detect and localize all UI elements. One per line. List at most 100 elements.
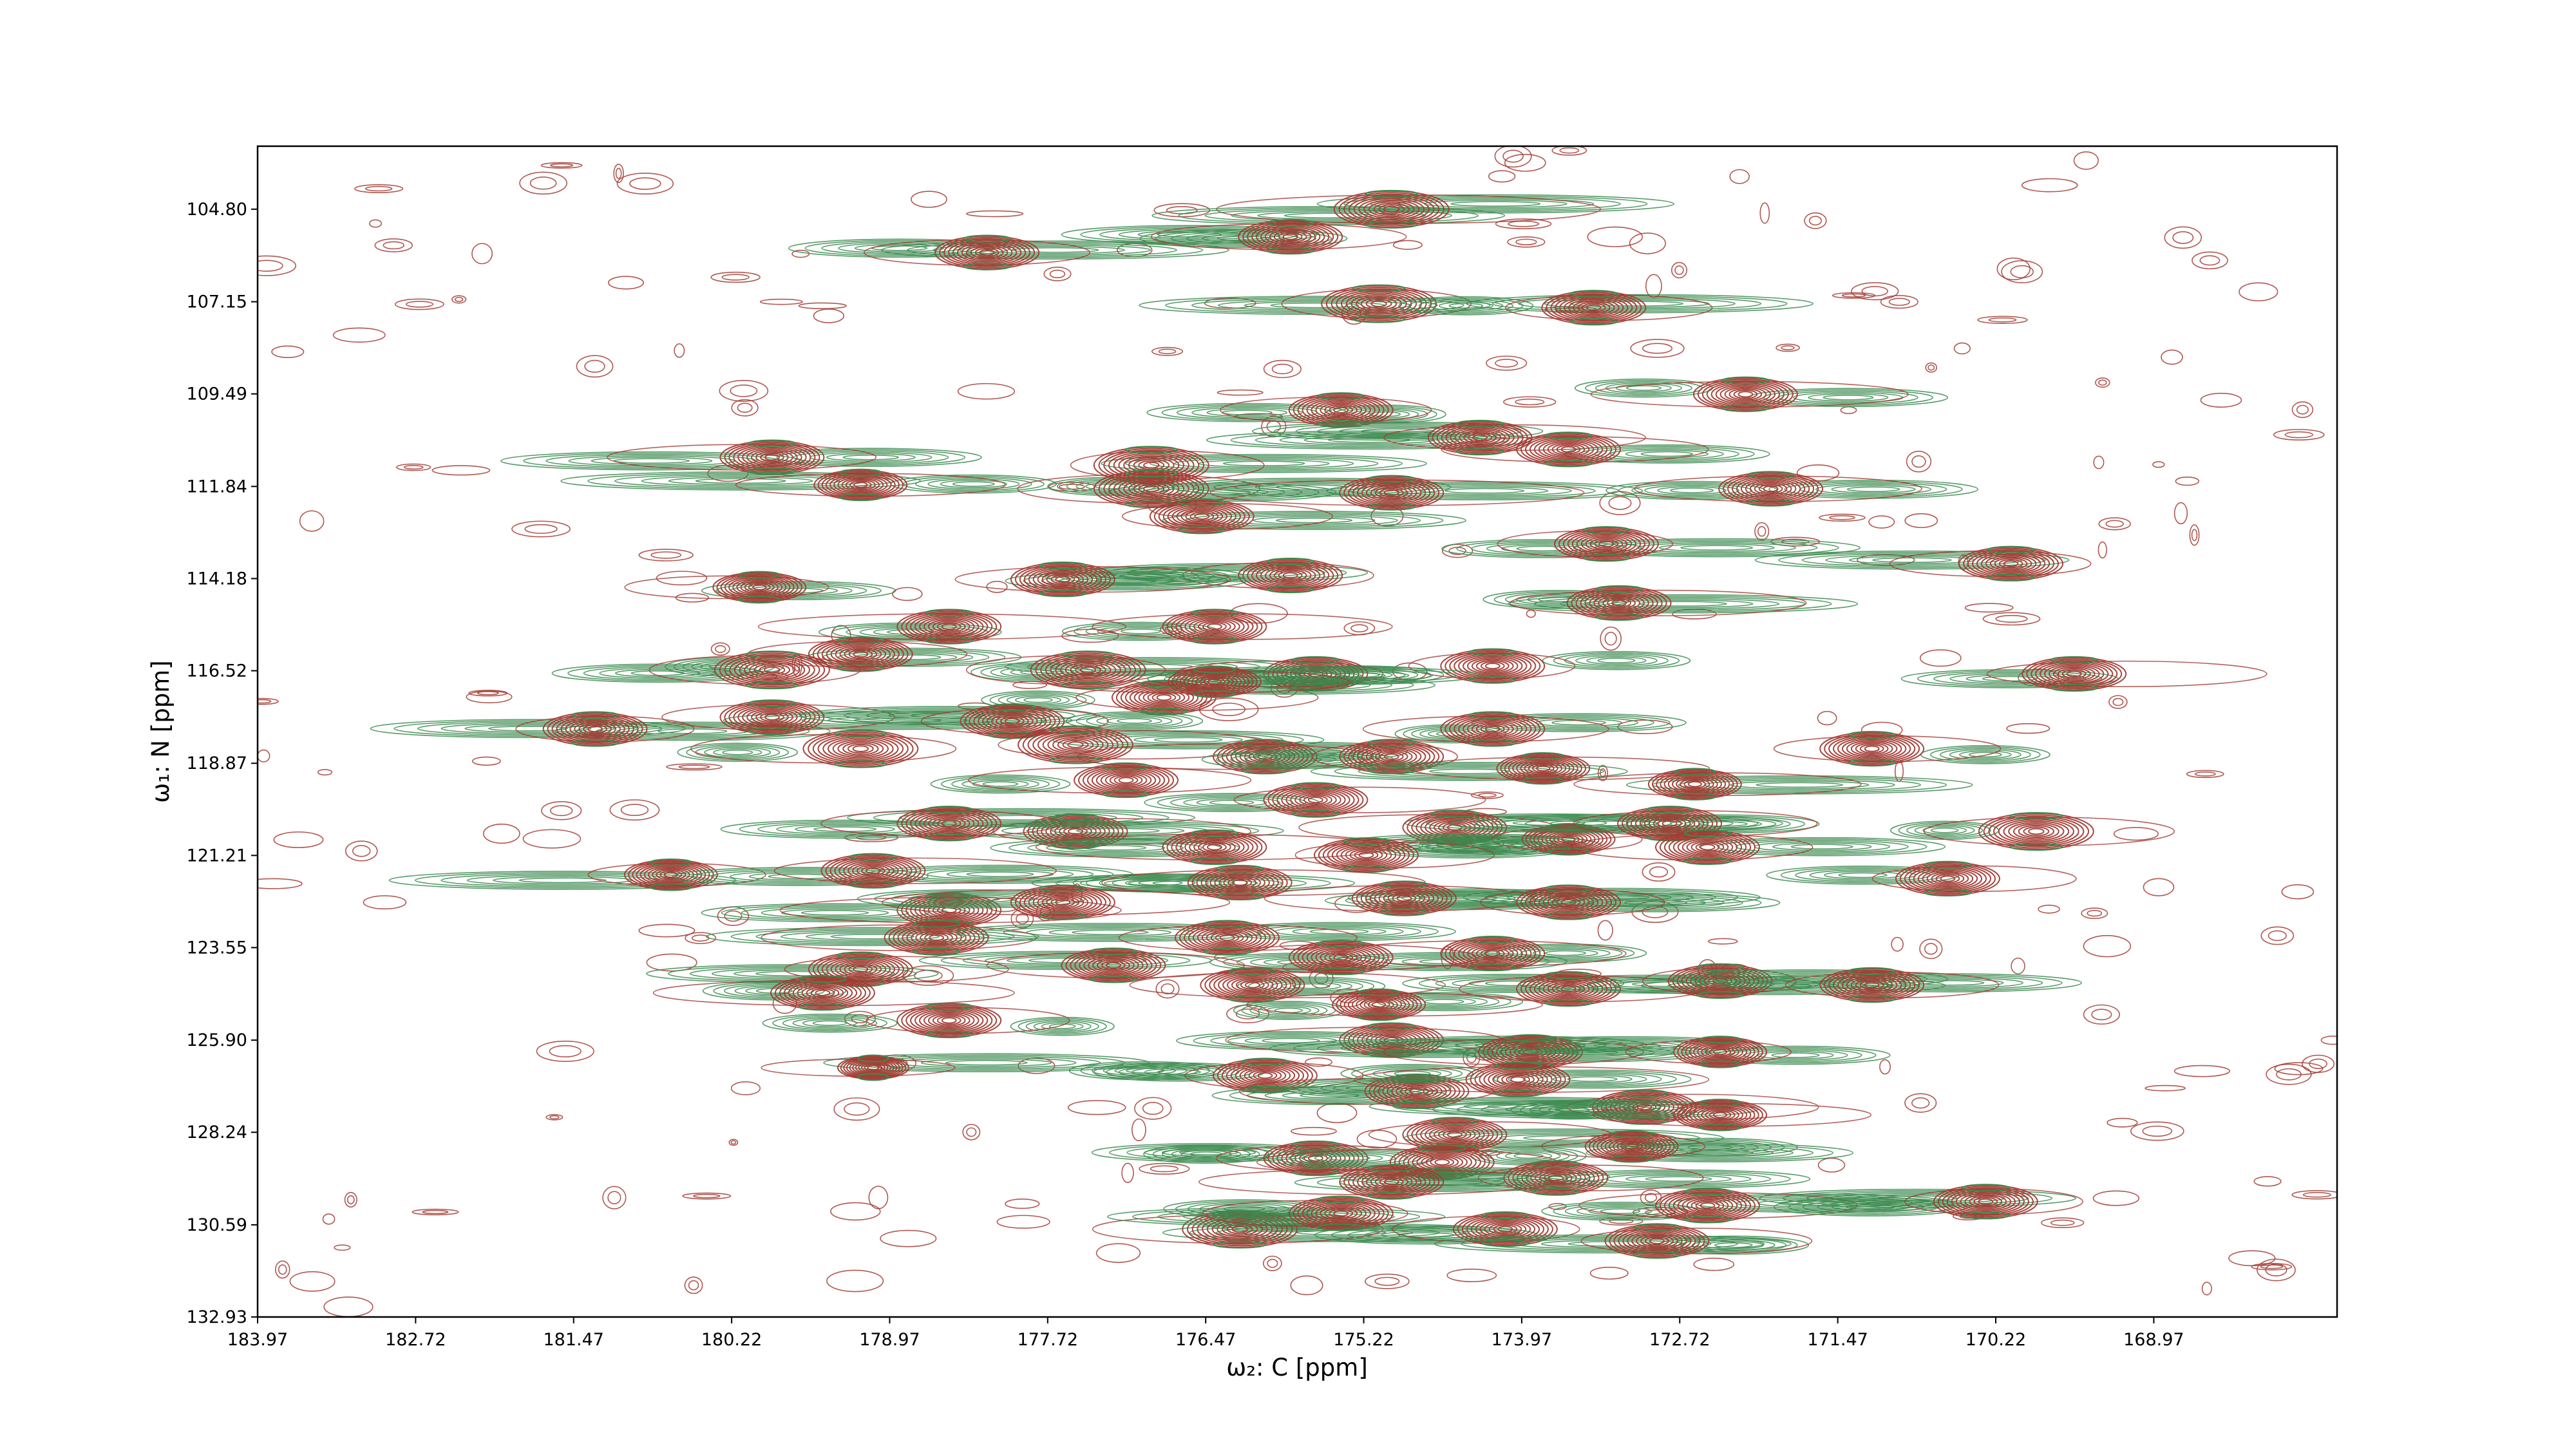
positive-contour [1209,872,1270,893]
positive-contour [1202,842,1227,852]
positive-contour [835,645,887,663]
positive-contour [1967,549,2055,578]
positive-contour [1660,772,1730,796]
negative-contour [1352,284,1406,292]
noise-contour [1267,1258,1278,1268]
noise-contour [2320,1036,2337,1045]
positive-contour [1343,741,1440,773]
negative-contour [1831,1202,1910,1211]
positive-contour [834,858,913,884]
noise-contour [2268,930,2287,942]
noise-contour [346,1195,355,1204]
positive-contour [755,451,789,464]
positive-contour [1701,1108,1739,1122]
noise-contour [2087,909,2103,917]
noise-contour [721,274,750,281]
positive-contour [1763,485,1779,493]
negative-contour [1658,544,1775,552]
positive-contour [1594,539,1619,549]
positive-contour [1235,979,1269,991]
positive-contour [712,572,807,603]
negative-contour [1838,872,1888,878]
positive-contour [1671,776,1718,793]
positive-contour [1964,1194,2007,1209]
noise-contour [1446,1268,1497,1282]
positive-contour [751,450,793,465]
positive-contour [1724,386,1767,402]
positive-contour [1479,1220,1531,1238]
noise-contour [1757,526,1766,537]
negative-contour [1610,1130,1653,1139]
negative-contour [464,724,592,733]
noise-contour [616,173,674,195]
negative-contour [776,449,965,466]
noise-contour [1781,345,1795,350]
negative-contour [1831,485,1916,494]
peak [1206,419,1646,456]
negative-contour [1173,458,1354,469]
noise-contour [2093,455,2105,469]
positive-contour [987,712,1038,730]
negative-contour [1759,1188,2076,1208]
negative-contour [1569,317,1618,326]
positive-contour [1272,785,1359,815]
negative-contour [1231,210,1426,222]
positive-contour [1206,844,1222,851]
positive-contour [1598,595,1640,611]
positive-contour [1297,1199,1385,1228]
noise-contour [2092,1190,2140,1206]
negative-contour [745,681,799,690]
negative-contour [1294,1173,1595,1193]
positive-contour [1214,873,1265,892]
positive-contour [1686,1198,1729,1213]
noise-contour [1142,1102,1164,1115]
positive-contour [1510,1076,1526,1083]
peak [1759,1184,2083,1220]
positive-contour [1538,439,1599,460]
noise-contour [1600,626,1622,651]
noise-contour [830,1202,881,1221]
positive-contour [1500,754,1587,783]
positive-contour [1267,784,1364,816]
negative-contour [1678,778,1921,792]
positive-contour [1484,663,1501,670]
negative-contour [1784,481,1963,498]
positive-contour [1676,777,1714,791]
positive-contour [1322,840,1410,869]
positive-contour [1680,778,1710,790]
noise-contour [615,167,622,179]
negative-contour [1041,574,1211,588]
negative-contour [1258,755,1337,764]
positive-contour [569,720,621,738]
negative-contour [1190,609,1238,617]
noise-contour [1629,232,1666,254]
negative-contour [1683,857,1732,866]
positive-contour [764,666,781,674]
positive-contour [542,712,648,746]
negative-contour [1987,573,2035,582]
noise-contour [957,383,1016,400]
positive-contour [1536,765,1551,772]
negative-contour [1342,865,1390,873]
negative-contour [1065,844,1166,852]
positive-contour [1185,510,1219,523]
positive-contour [1315,949,1367,967]
negative-contour [1365,992,1524,1012]
positive-contour [1171,506,1233,527]
positive-contour [1358,851,1374,858]
positive-contour [853,482,868,488]
noise-contour [1597,764,1608,781]
positive-contour [1247,561,1334,590]
peak [930,762,1252,799]
negative-contour [886,654,942,660]
negative-contour [1291,810,1340,818]
negative-contour [571,711,620,719]
positive-contour [1689,1104,1752,1126]
noise-contour [607,1191,621,1205]
noise-contour [731,399,759,417]
peak [954,562,1247,598]
negative-contour [1121,629,1161,634]
positive-contour [924,933,949,943]
positive-contour [764,453,780,461]
negative-contour [1522,1072,1662,1086]
